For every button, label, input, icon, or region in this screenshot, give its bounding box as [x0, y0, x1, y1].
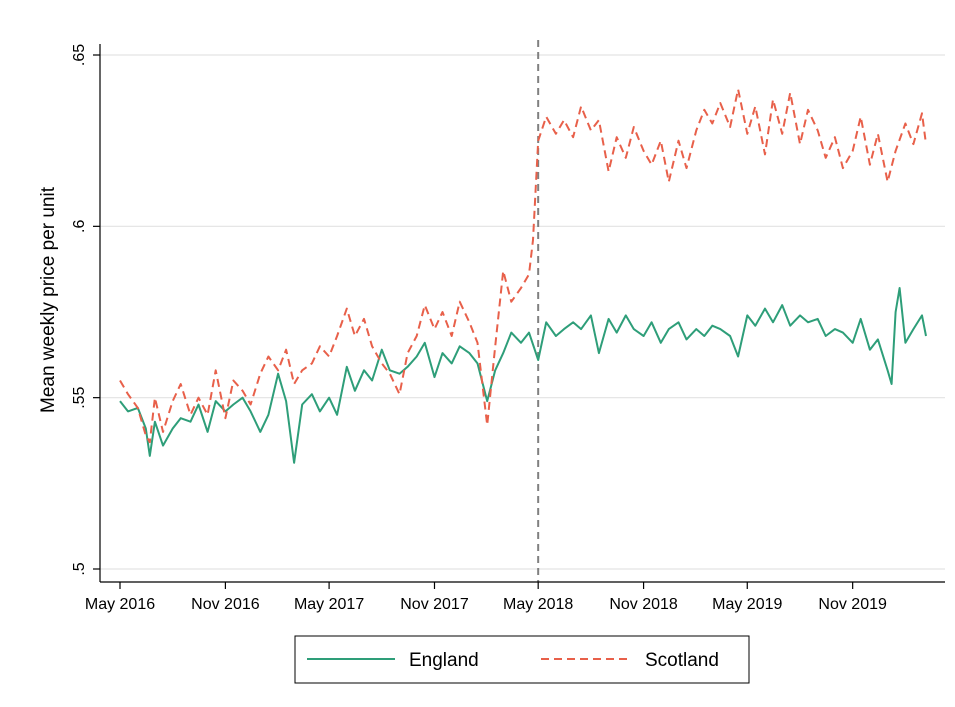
y-tick-label-1: .55	[71, 386, 88, 408]
x-ticks: May 2016 Nov 2016 May 2017 Nov 2017 May 2018…	[85, 582, 887, 613]
x-tick-label-3: Nov 2017	[400, 596, 469, 613]
legend: England Scotland	[294, 635, 750, 684]
series-line-scotland	[119, 88, 927, 444]
gridlines	[100, 54, 945, 570]
series-layer	[119, 88, 927, 464]
y-tick-label-3: .65	[71, 44, 88, 66]
x-tick-label-2: May 2017	[294, 596, 364, 613]
x-tick-label-0: May 2016	[85, 596, 155, 613]
y-tick-label-0: .5	[71, 562, 88, 575]
x-tick-label-7: Nov 2019	[818, 596, 887, 613]
series-line-england	[119, 287, 927, 464]
x-tick-label-4: May 2018	[503, 596, 573, 613]
y-ticks: .5 .55 .6 .65	[71, 44, 100, 576]
legend-label-england: England	[409, 650, 479, 671]
y-tick-label-2: .6	[71, 220, 88, 233]
legend-box	[294, 635, 750, 684]
y-axis-title: Mean weekly price per unit	[38, 186, 59, 413]
x-tick-label-1: Nov 2016	[191, 596, 260, 613]
legend-label-scotland: Scotland	[645, 650, 719, 671]
axes	[99, 44, 945, 583]
x-tick-label-6: May 2019	[712, 596, 782, 613]
x-tick-label-5: Nov 2018	[609, 596, 678, 613]
